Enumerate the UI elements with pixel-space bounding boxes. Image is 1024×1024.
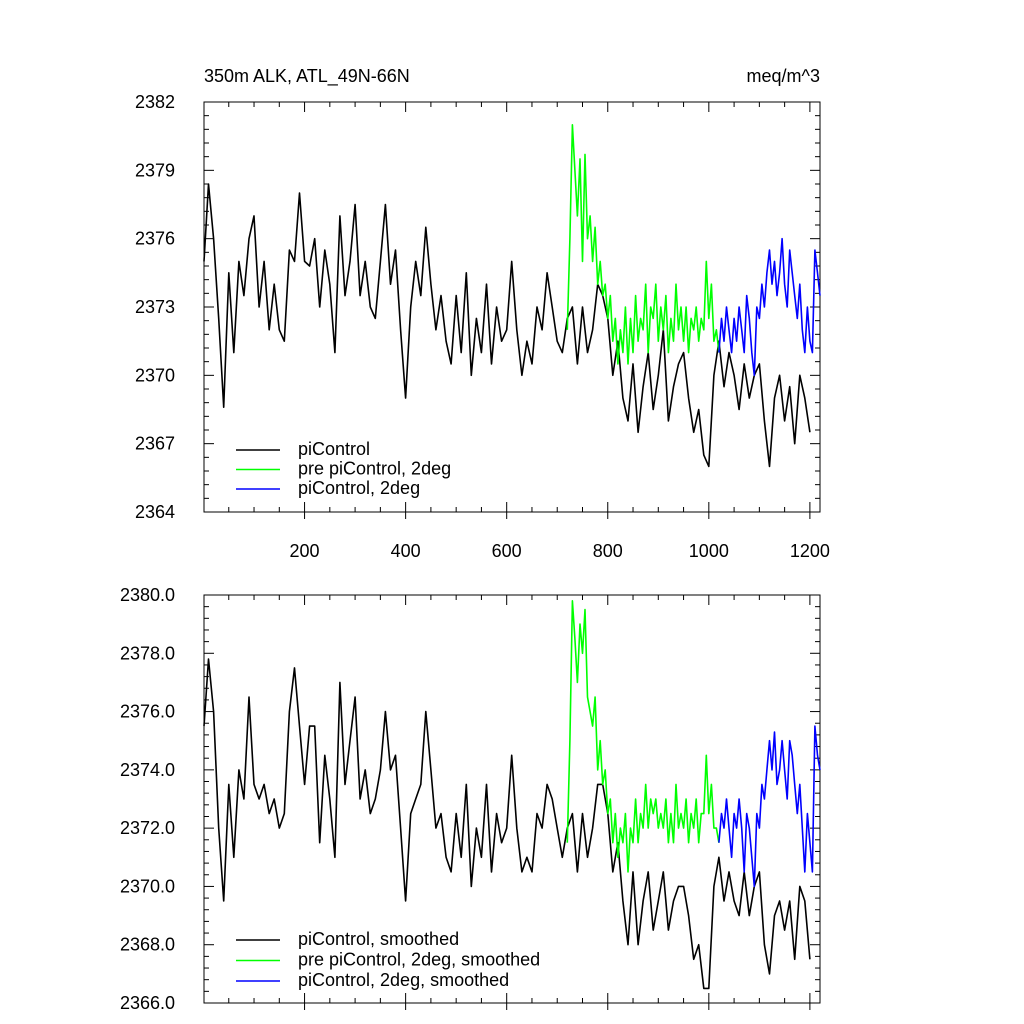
x-tick-label: 1200	[790, 541, 830, 561]
bottom-plot-area: 2366.0 2368.0 2370.0 2372.0 2374.0 2376.0 2378…	[120, 585, 821, 1013]
y-tick-label: 2382	[135, 92, 175, 112]
y-tick-label: 2379	[135, 160, 175, 180]
y-tick-label: 2376.0	[120, 702, 175, 722]
plot-frame	[203, 594, 821, 1004]
y-tick-label: 2372.0	[120, 818, 175, 838]
legend-label: piControl, 2deg	[298, 478, 420, 498]
legend-label: piControl, smoothed	[298, 929, 459, 949]
y-tick-label: 2367	[135, 434, 175, 454]
y-tick-label: 2378.0	[120, 643, 175, 663]
top-panel-title: 350m ALK, ATL_49N-66N	[204, 66, 410, 87]
y-tick-label: 2374.0	[120, 760, 175, 780]
x-tick-label: 400	[391, 541, 421, 561]
top-panel: 350m ALK, ATL_49N-66N meq/m^3 200 400 600 8…	[135, 66, 830, 561]
series-line-picontrol-smoothed	[203, 658, 811, 990]
series-line-pre-picontrol-2deg-smoothed	[566, 599, 720, 873]
x-tick-label: 800	[593, 541, 623, 561]
y-tick-label: 2366.0	[120, 993, 175, 1013]
x-tick-label: 1000	[689, 541, 729, 561]
y-tick-label: 2368.0	[120, 935, 175, 955]
y-tick-label: 2376	[135, 229, 175, 249]
top-panel-units: meq/m^3	[747, 66, 820, 86]
legend-label: piControl	[298, 439, 370, 459]
plot-frame	[203, 101, 821, 513]
x-tick-label: 600	[492, 541, 522, 561]
y-tick-label: 2370	[135, 365, 175, 385]
bottom-panel: 2366.0 2368.0 2370.0 2372.0 2374.0 2376.0 2378…	[120, 585, 821, 1013]
series-line-picontrol-2deg	[718, 237, 821, 377]
y-tick-label: 2380.0	[120, 585, 175, 605]
legend-label: piControl, 2deg, smoothed	[298, 970, 509, 990]
y-tick-label: 2373	[135, 297, 175, 317]
y-tick-label: 2370.0	[120, 876, 175, 896]
series-line-picontrol-2deg-smoothed	[718, 725, 821, 888]
y-tick-label: 2364	[135, 502, 175, 522]
legend-label: pre piControl, 2deg, smoothed	[298, 950, 540, 970]
x-tick-label: 200	[290, 541, 320, 561]
series-line-picontrol	[203, 183, 811, 468]
series-line-pre-picontrol-2deg	[566, 124, 720, 365]
top-plot-area: 200 400 600 800 1000 1200 2364 2367 2370 2373 2376…	[135, 92, 830, 561]
legend-label: pre piControl, 2deg	[298, 459, 451, 479]
